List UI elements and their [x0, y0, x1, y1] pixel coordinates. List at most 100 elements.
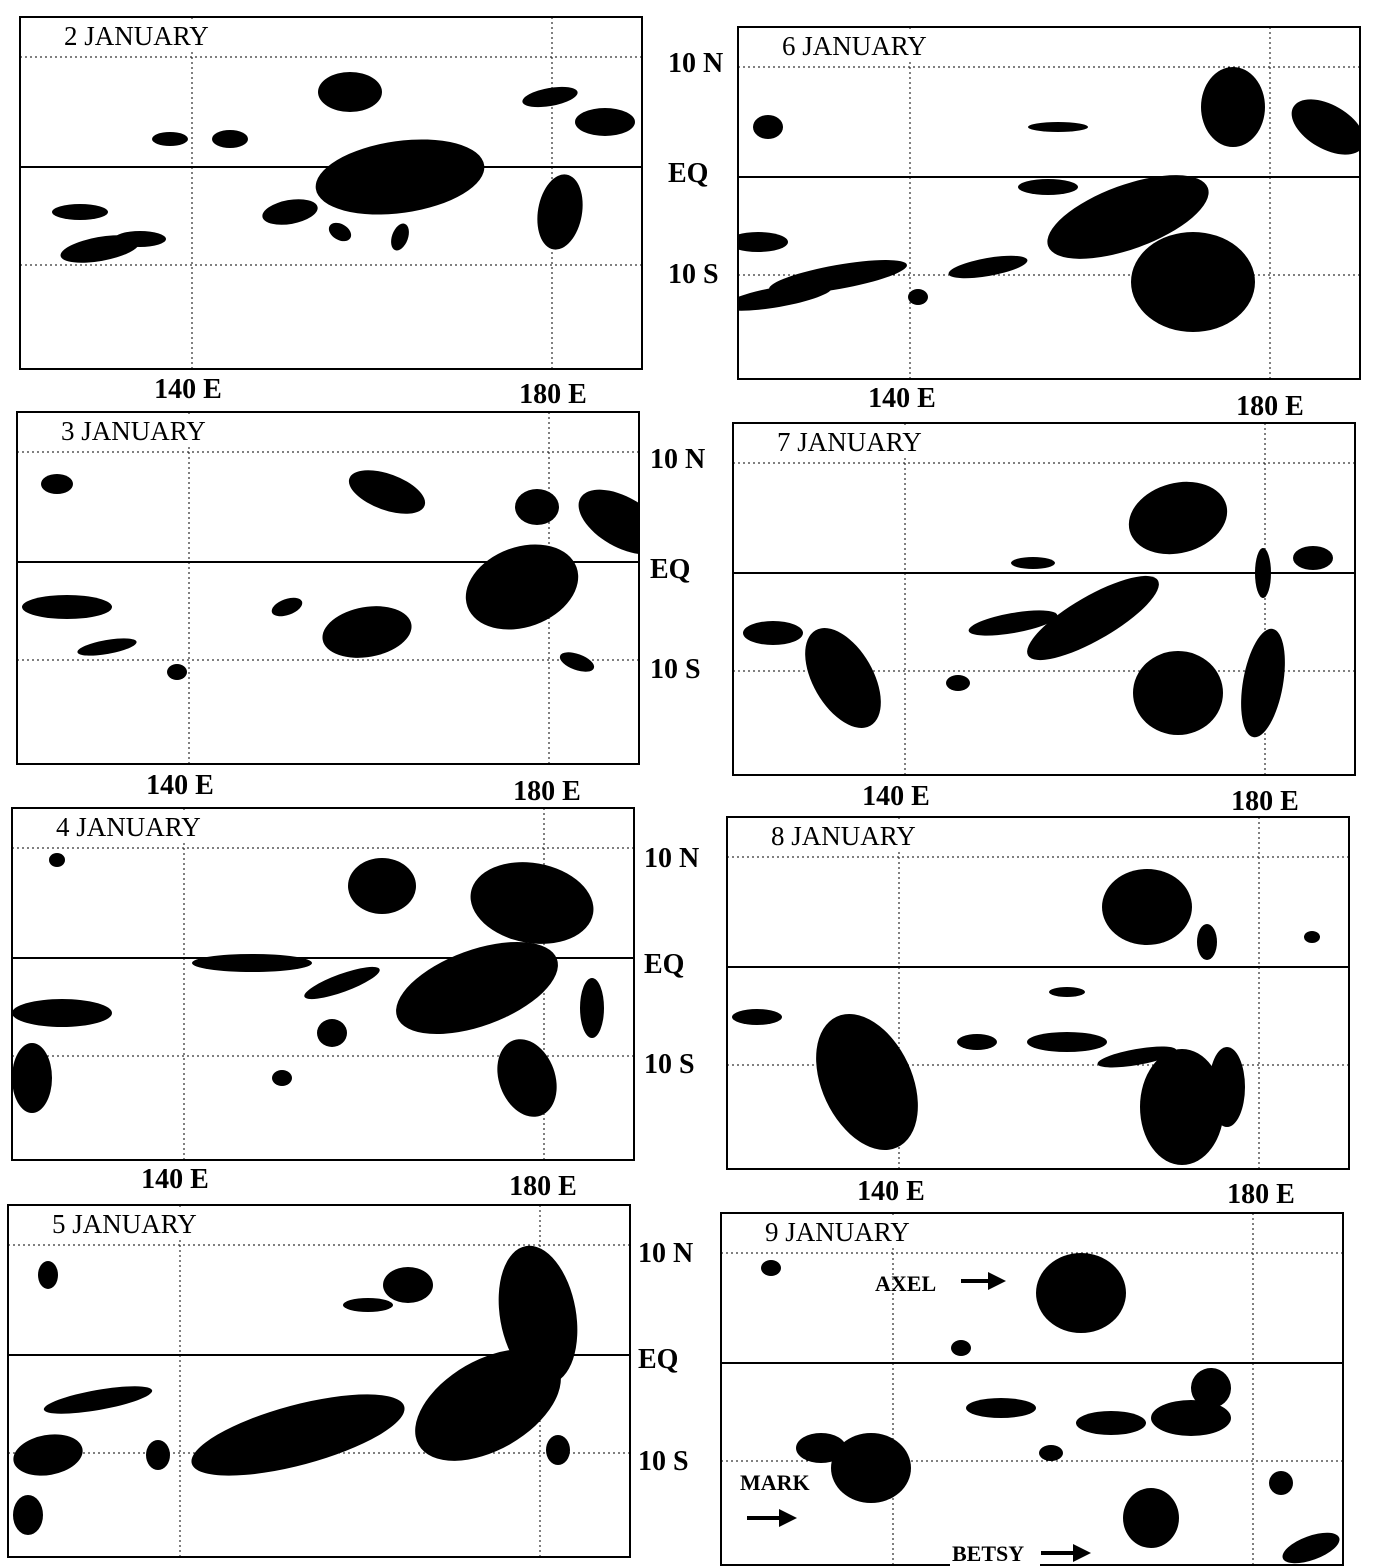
panel-title: 8 JANUARY	[771, 821, 916, 851]
cloud	[580, 978, 604, 1038]
map-area	[17, 412, 639, 764]
title-bg	[48, 810, 238, 840]
cloud	[383, 1267, 433, 1303]
cloud	[743, 621, 803, 645]
latitude-label: 10 N	[644, 843, 699, 874]
cloud	[1011, 557, 1055, 569]
cloud	[1076, 1411, 1146, 1435]
cloud	[497, 1039, 557, 1117]
cloud	[12, 999, 112, 1027]
longitude-label: 140 E	[141, 1164, 209, 1195]
cloud	[146, 1440, 170, 1470]
latitude-label: 10 N	[638, 1238, 693, 1269]
cloud	[1027, 575, 1159, 661]
panel-title: 3 JANUARY	[61, 416, 206, 446]
cloud	[805, 628, 881, 728]
arrow-head	[1073, 1544, 1091, 1562]
map-panel: 8 JANUARY 140 E 180 E	[726, 816, 1350, 1210]
map-panel: 7 JANUARY 140 E 180 E	[732, 422, 1356, 817]
cloud	[212, 130, 248, 148]
cloud	[966, 1398, 1036, 1418]
longitude-label: 140 E	[862, 781, 930, 812]
cloud	[49, 853, 65, 867]
cloud	[1291, 99, 1360, 155]
cloud	[114, 231, 166, 247]
cloud	[343, 1298, 393, 1312]
cloud	[515, 489, 559, 525]
map-area	[738, 27, 1360, 379]
cloud	[77, 638, 137, 656]
longitude-label: 140 E	[154, 374, 222, 405]
cloud	[537, 174, 583, 250]
cloud	[1123, 1488, 1179, 1548]
map-panel: 2 JANUARY 10 N EQ 10 S 140 E 180 E	[19, 16, 723, 410]
latitude-label: 10 S	[644, 1049, 695, 1080]
arrow-head	[988, 1272, 1006, 1290]
cloud	[753, 115, 783, 139]
cloud	[1028, 122, 1088, 132]
latitude-label: 10 N	[668, 48, 723, 79]
storm-label: MARK	[740, 1470, 810, 1495]
cloud	[304, 966, 380, 1000]
cloud	[152, 132, 188, 146]
longitude-label: 180 E	[1227, 1179, 1295, 1210]
cloud	[348, 470, 426, 514]
panel-title: 4 JANUARY	[56, 812, 201, 842]
cloud	[559, 652, 595, 672]
cloud	[1128, 481, 1228, 555]
panel-border	[11, 807, 635, 1161]
cloud	[1047, 175, 1209, 259]
cloud	[318, 72, 382, 112]
cloud	[1018, 179, 1078, 195]
storm-label: BETSY	[952, 1541, 1024, 1566]
cloud	[796, 1433, 846, 1463]
panel-title: 2 JANUARY	[64, 21, 209, 51]
cloud	[968, 610, 1058, 636]
longitude-label: 140 E	[146, 770, 214, 801]
cloud	[1241, 628, 1285, 738]
cloud	[1197, 924, 1217, 960]
longitude-label: 180 E	[1236, 391, 1304, 422]
panel-title: 7 JANUARY	[777, 427, 922, 457]
cloud	[41, 474, 73, 494]
panel-title: 5 JANUARY	[52, 1209, 197, 1239]
cloud	[272, 1070, 292, 1086]
cloud	[192, 954, 312, 972]
longitude-label: 180 E	[1231, 786, 1299, 817]
cloud	[1255, 548, 1271, 598]
map-area	[733, 423, 1355, 775]
cloud	[415, 1349, 561, 1461]
cloud	[391, 223, 409, 251]
cloud	[1304, 931, 1320, 943]
latitude-label: EQ	[638, 1344, 678, 1375]
cloud	[12, 1043, 52, 1113]
cloud	[465, 544, 579, 630]
cloud	[769, 260, 907, 294]
cloud	[1201, 67, 1265, 147]
map-area	[20, 17, 642, 369]
panel-border	[732, 422, 1356, 776]
panel-border	[720, 1212, 1344, 1566]
title-bg	[769, 425, 959, 455]
cloud	[1269, 1471, 1293, 1495]
cloud	[575, 108, 635, 136]
cloud	[1097, 1046, 1177, 1068]
cloud	[1039, 1445, 1063, 1461]
longitude-label: 180 E	[509, 1171, 577, 1202]
latitude-label: 10 S	[668, 259, 719, 290]
cloud	[761, 1260, 781, 1276]
latitude-label: 10 S	[638, 1446, 689, 1477]
cloud	[43, 1386, 153, 1414]
cloud	[1133, 651, 1223, 735]
cloud	[322, 606, 412, 658]
cloud	[13, 1495, 43, 1535]
cloud	[1209, 1047, 1245, 1127]
cloud	[167, 664, 187, 680]
cloud	[951, 1340, 971, 1356]
cloud	[522, 86, 578, 108]
cloud	[1151, 1400, 1231, 1436]
cloud	[946, 675, 970, 691]
cloud	[816, 1014, 918, 1150]
cloud	[470, 862, 594, 944]
